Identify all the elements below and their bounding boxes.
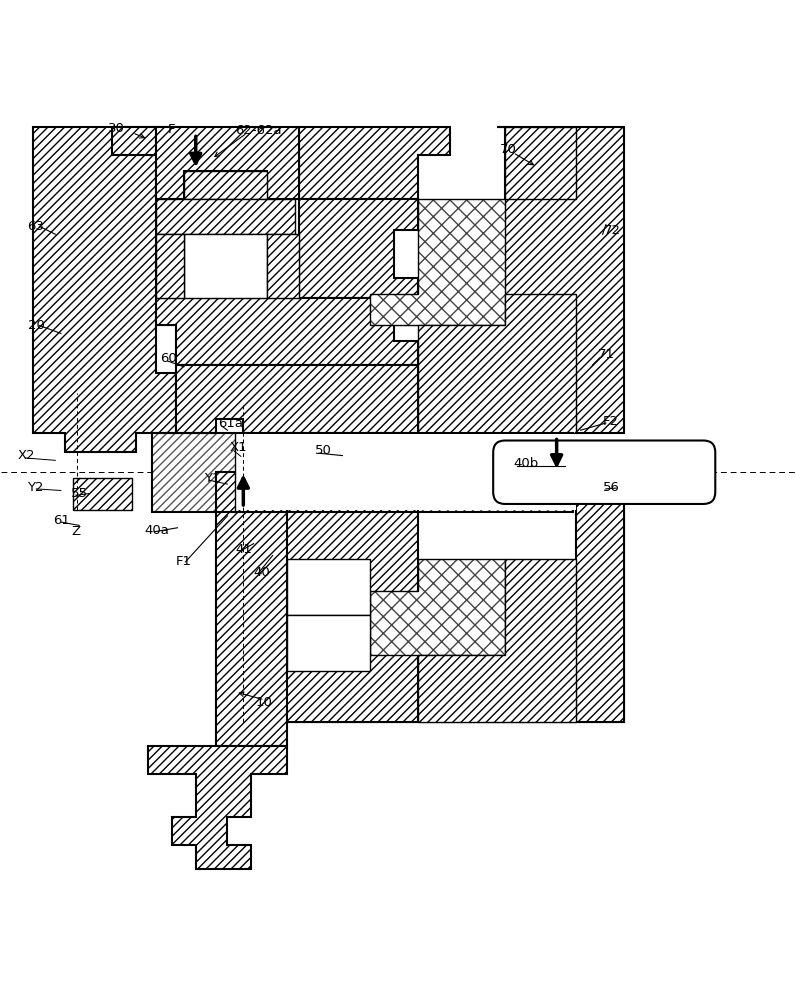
Bar	[216, 472, 287, 746]
Text: 61: 61	[53, 514, 70, 527]
Text: 62-62a: 62-62a	[236, 124, 282, 137]
Polygon shape	[418, 559, 576, 722]
Polygon shape	[498, 127, 624, 433]
Bar	[152, 433, 572, 512]
Polygon shape	[298, 127, 450, 199]
Polygon shape	[148, 746, 287, 869]
Bar	[156, 199, 295, 234]
Polygon shape	[244, 472, 418, 722]
Text: 50: 50	[314, 444, 332, 457]
Polygon shape	[370, 559, 505, 655]
Polygon shape	[156, 298, 418, 365]
Text: X2: X2	[18, 449, 35, 462]
Polygon shape	[33, 127, 176, 452]
Bar	[505, 127, 576, 199]
Polygon shape	[244, 472, 624, 722]
Polygon shape	[298, 199, 418, 298]
Text: 40b: 40b	[513, 457, 538, 470]
Polygon shape	[176, 365, 418, 433]
Polygon shape	[418, 294, 576, 433]
Text: 60: 60	[160, 352, 177, 365]
Bar	[287, 615, 370, 671]
Text: F2: F2	[603, 415, 618, 428]
Text: 61a: 61a	[218, 417, 243, 430]
Bar	[184, 234, 267, 298]
Bar	[287, 559, 370, 615]
Text: 10: 10	[256, 696, 272, 709]
Text: 56: 56	[603, 481, 619, 494]
Text: Y2: Y2	[27, 481, 43, 494]
Text: F1: F1	[176, 555, 192, 568]
Polygon shape	[156, 127, 298, 199]
Text: 71: 71	[598, 348, 615, 361]
Text: 20: 20	[28, 319, 45, 332]
FancyBboxPatch shape	[494, 441, 716, 504]
Text: 30: 30	[108, 122, 125, 135]
Text: 72: 72	[604, 224, 621, 237]
Text: 41: 41	[236, 543, 252, 556]
Text: 63: 63	[28, 220, 45, 233]
Text: Z: Z	[71, 525, 80, 538]
Text: 40a: 40a	[144, 524, 169, 537]
Bar	[156, 234, 184, 298]
Text: Y1: Y1	[204, 472, 220, 485]
Text: F: F	[168, 123, 175, 136]
Bar	[72, 478, 132, 510]
Polygon shape	[576, 472, 624, 722]
Text: 55: 55	[71, 487, 88, 500]
Bar	[152, 433, 572, 512]
Bar	[236, 434, 576, 510]
Bar	[267, 234, 298, 298]
Bar	[184, 171, 267, 199]
Text: 70: 70	[500, 143, 517, 156]
Polygon shape	[112, 127, 156, 155]
Polygon shape	[370, 199, 505, 325]
Text: X1: X1	[230, 441, 248, 454]
Text: 40: 40	[254, 566, 271, 579]
